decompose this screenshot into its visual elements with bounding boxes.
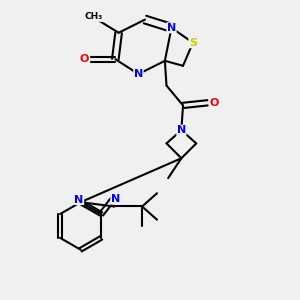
Text: N: N	[74, 194, 84, 205]
Text: O: O	[80, 54, 89, 64]
Text: N: N	[177, 125, 186, 135]
Text: CH₃: CH₃	[85, 12, 103, 21]
Text: N: N	[134, 69, 143, 79]
Text: O: O	[209, 98, 218, 108]
Text: N: N	[111, 194, 120, 204]
Text: N: N	[167, 23, 176, 33]
Text: S: S	[189, 38, 197, 48]
